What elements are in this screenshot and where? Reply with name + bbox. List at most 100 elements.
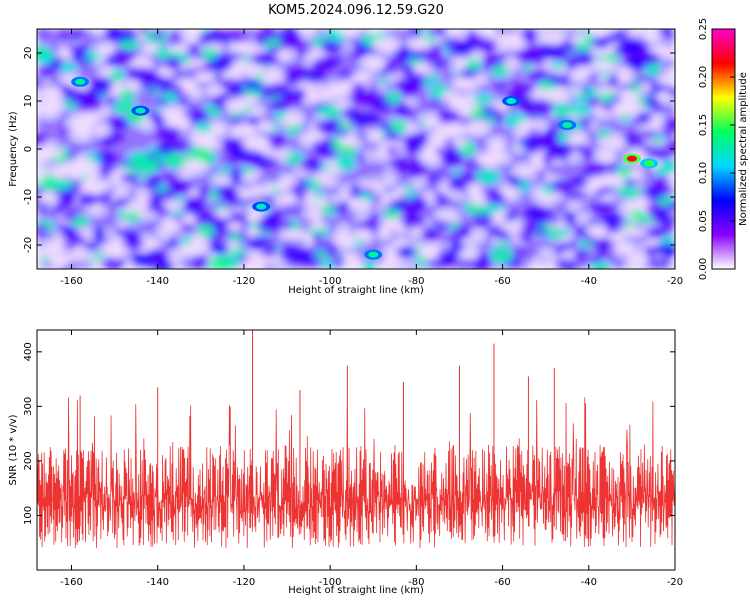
heatmap-x-tick-label: -120 [233,276,256,287]
heatmap-cell [576,250,592,259]
heatmap-cell [464,121,489,134]
heatmap-cell [541,250,553,258]
heatmap-cell [136,208,151,217]
heatmap-cell [484,116,497,123]
heatmap-cell [527,69,549,81]
heatmap-cell [598,130,610,139]
heatmap-cell [618,101,639,113]
heatmap-cell [472,213,491,224]
heatmap-cell [304,196,328,208]
heatmap-cell [555,70,566,76]
heatmap-cell [418,244,439,255]
heatmap-cell [38,103,59,117]
heatmap-cell [242,136,271,151]
heatmap-cell [107,153,119,162]
heatmap-cell [219,167,231,174]
heatmap-cell [592,201,613,213]
heatmap-cell [445,37,464,50]
heatmap-cell [410,233,418,238]
heatmap-cell [451,139,467,148]
heatmap-cell [484,192,500,201]
heatmap-cell [372,99,390,110]
heatmap-cell [611,95,623,102]
heatmap-x-axis: -160 -140 -120 -100 -80 -60 -40 -20 [60,29,683,287]
heatmap-cell [396,245,416,260]
heatmap-cell [489,250,514,262]
heatmap-cell [535,264,545,269]
heatmap-cell [590,46,601,53]
heatmap-cell [93,125,108,135]
heatmap-cell [405,204,416,210]
heatmap-cell [163,56,182,69]
heatmap-cell [240,167,254,175]
colorbar: 0.00 0.05 0.10 0.15 0.20 0.25 Normalized spec… [698,18,749,280]
heatmap-cell [485,149,506,162]
heatmap-cell [434,193,450,204]
heatmap-cell [69,48,81,54]
heatmap-cell [479,29,491,34]
heatmap-cell [464,203,479,211]
heatmap-cell [519,138,538,148]
heatmap-cell [232,37,244,43]
snr-x-tick-label: -60 [494,577,510,588]
heatmap-cell [59,84,72,91]
heatmap-cell [454,123,465,130]
heatmap-peak [626,155,637,162]
heatmap-cell [599,194,610,202]
colorbar-ticks: 0.00 0.05 0.10 0.15 0.20 0.25 [698,18,735,280]
heatmap-cell [534,171,545,177]
heatmap-cell [455,192,466,198]
heatmap-cell [604,53,619,63]
heatmap-cell [587,96,601,107]
heatmap-x-axis-label: Height of straight line (km) [288,285,424,296]
heatmap-cell [62,211,80,220]
heatmap-cell [591,38,609,50]
heatmap-cell [179,172,191,178]
heatmap-cell [657,243,675,258]
heatmap-cell [37,224,48,235]
heatmap-peak [368,251,379,258]
heatmap-cell [408,78,424,87]
heatmap-cell [354,228,374,241]
heatmap-cell [481,56,501,68]
heatmap-cell [137,29,151,34]
heatmap-cell [643,132,656,139]
heatmap-cell [357,99,368,104]
heatmap-cell [268,45,281,54]
heatmap-cell [667,173,675,184]
heatmap-cell [152,205,168,214]
heatmap-cell [214,176,229,185]
heatmap-cell [663,141,675,152]
heatmap-cell [456,249,478,260]
heatmap-cell [437,211,458,222]
heatmap-cell [599,102,614,111]
heatmap-cell [629,209,645,220]
heatmap-cell [646,226,665,238]
heatmap-cell [190,254,211,268]
heatmap-cell [541,61,554,69]
heatmap-cell [597,29,611,37]
heatmap-cell [413,180,424,187]
heatmap-cell [351,83,363,89]
heatmap-cell [339,137,355,146]
heatmap-cell [514,225,524,231]
heatmap-cell [101,258,118,269]
heatmap-cell [40,67,52,75]
heatmap-cell [230,168,244,178]
heatmap-cell [462,145,476,156]
colorbar-tick-label: 0.25 [698,18,709,40]
heatmap-cell [570,70,586,81]
heatmap-cell [244,227,259,236]
heatmap-cell [306,83,318,92]
heatmap-cell [68,149,79,156]
heatmap-cell [576,214,589,221]
heatmap-cell [174,196,184,202]
heatmap-cell [575,41,591,53]
heatmap-cell [158,192,173,200]
heatmap-cell [663,132,673,139]
heatmap-cell [623,179,639,187]
heatmap-cell [268,214,277,221]
heatmap-cell [122,238,145,249]
heatmap-cell [154,115,165,121]
